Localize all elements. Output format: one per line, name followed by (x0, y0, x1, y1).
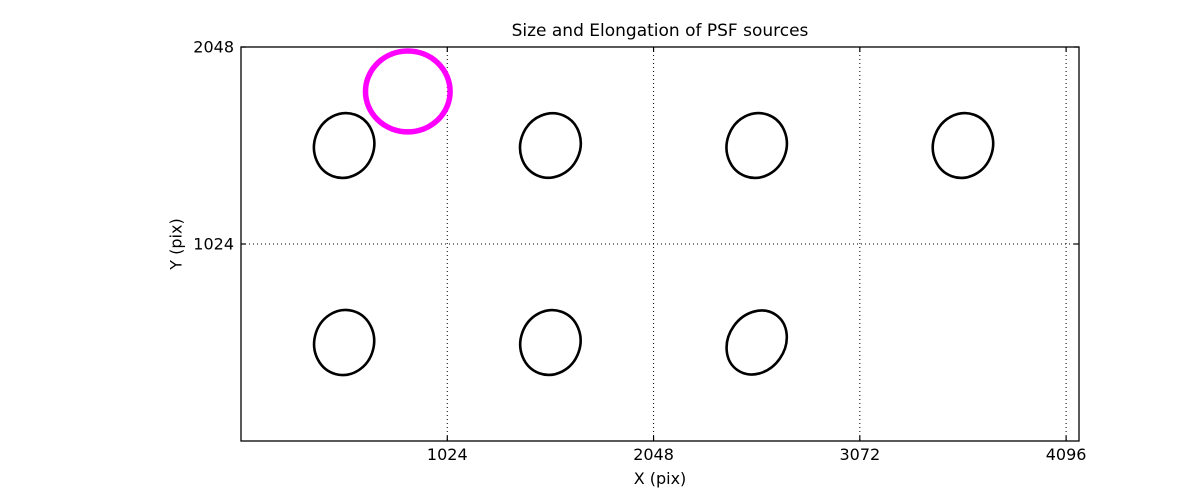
x-tick-label: 4096 (1046, 445, 1087, 464)
chart-title: Size and Elongation of PSF sources (511, 21, 809, 41)
psf-source-ellipse (725, 111, 789, 180)
highlighted-source-circle (362, 48, 453, 135)
x-axis-label: X (pix) (633, 469, 687, 488)
y-tick-label: 2048 (193, 38, 234, 57)
x-tick-label: 3072 (839, 445, 880, 464)
y-tick-label: 1024 (193, 235, 234, 254)
psf-source-ellipse (312, 308, 376, 377)
psf-source-ellipse (931, 111, 995, 180)
x-tick-label: 1024 (427, 445, 468, 464)
psf-source-ellipse (518, 308, 582, 377)
x-tick-label: 2048 (633, 445, 674, 464)
axes-spines (240, 46, 1080, 442)
y-axis-label: Y (pix) (166, 218, 186, 270)
psf-source-ellipse (725, 309, 789, 376)
psf-source-ellipse (518, 111, 583, 180)
psf-source-ellipse (312, 111, 376, 180)
